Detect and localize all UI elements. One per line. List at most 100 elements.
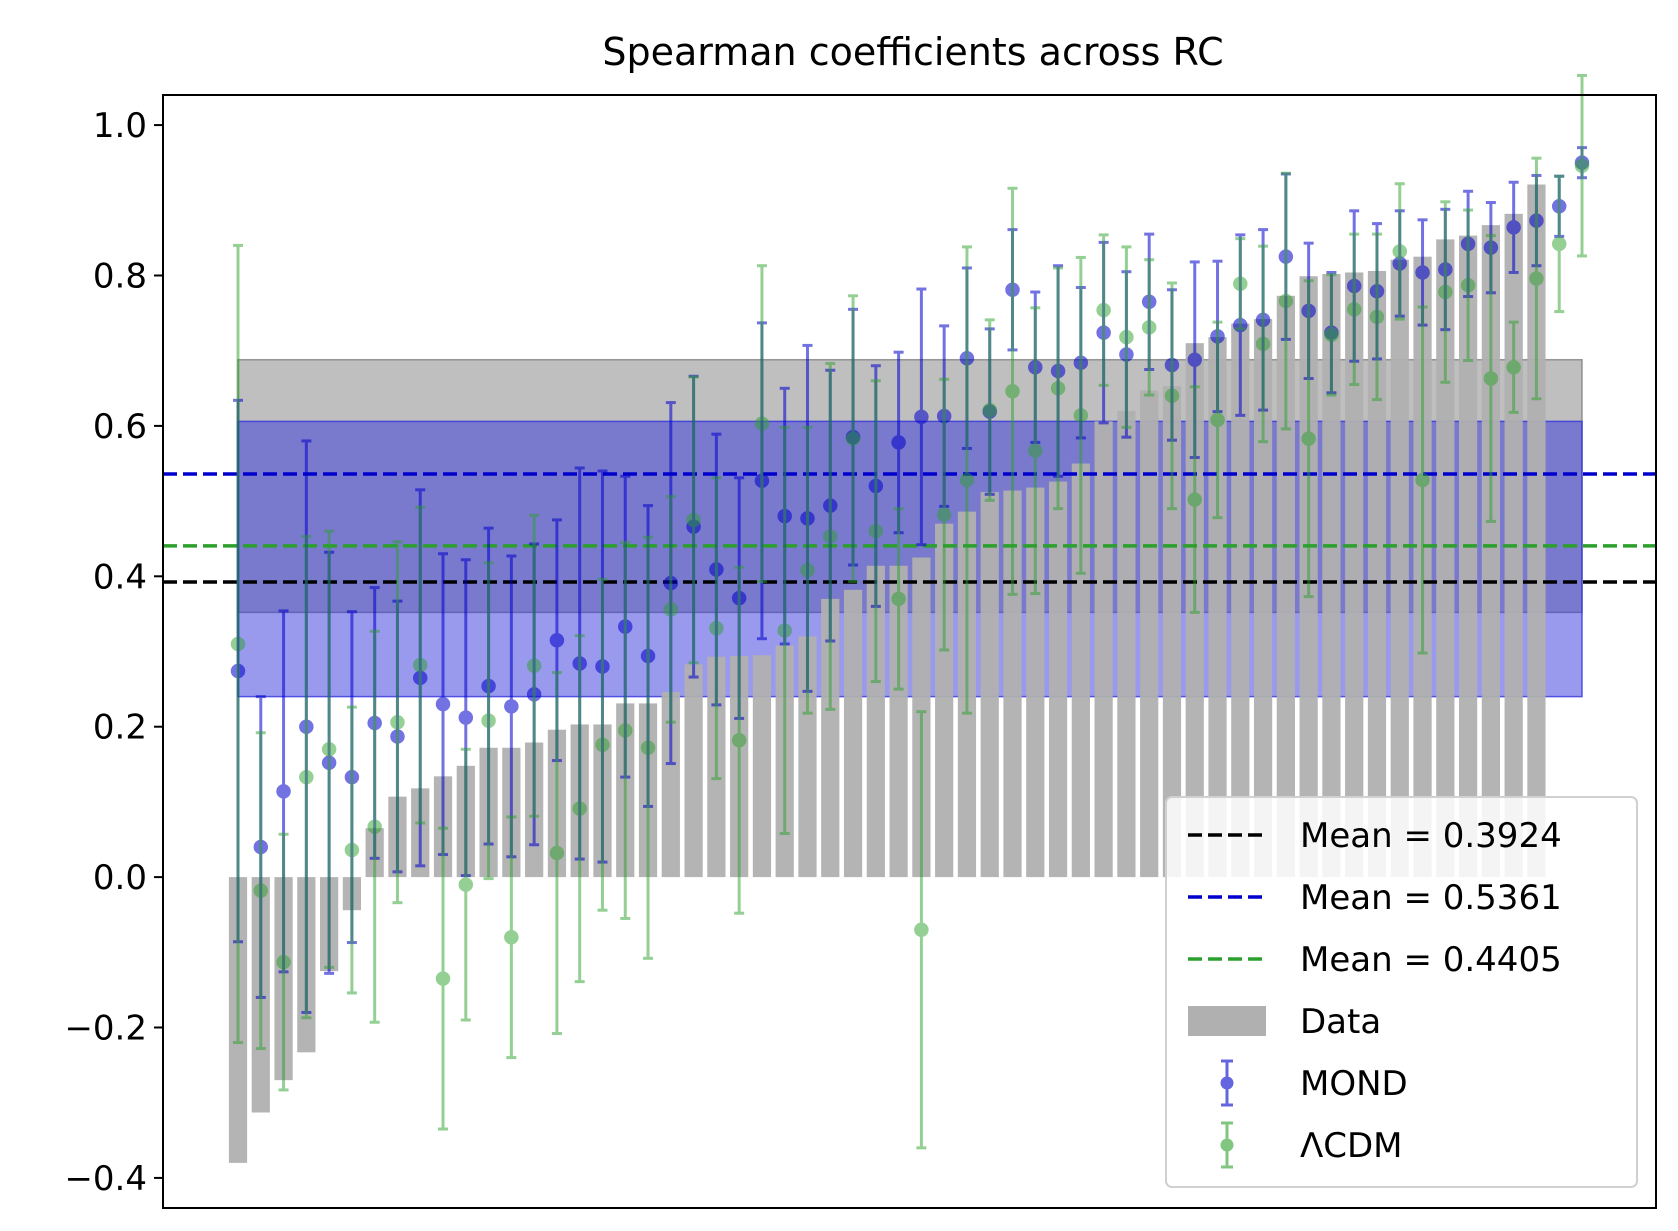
- lcdm-point: [959, 472, 975, 488]
- legend-handle-errorbar: [1220, 1059, 1234, 1107]
- axes: −0.4 −0.2 0.0 0.2 0.4 0.6 0.8 1.0: [64, 94, 1657, 1209]
- lcdm-point-group: [709, 476, 724, 781]
- y-tick-label: 0.0: [93, 858, 147, 898]
- lcdm-point-group: [1506, 320, 1521, 414]
- data-bar: [684, 664, 703, 878]
- y-tick-label: −0.4: [64, 1159, 147, 1199]
- lcdm-point-group: [321, 529, 337, 969]
- data-bar: [1276, 295, 1295, 878]
- lcdm-point: [663, 602, 679, 617]
- lcdm-point-group: [299, 534, 314, 1020]
- lcdm-point: [321, 742, 337, 757]
- legend-label: ΛCDM: [1300, 1126, 1403, 1166]
- lcdm-point: [1255, 336, 1271, 352]
- lcdm-point-group: [1210, 320, 1225, 520]
- data-bar: [1094, 421, 1113, 878]
- lcdm-point-group: [1551, 174, 1567, 314]
- data-bar: [1048, 481, 1068, 878]
- lcdm-point: [823, 529, 838, 544]
- lcdm-point-group: [845, 294, 861, 584]
- mond-point-group: [1506, 180, 1521, 274]
- lcdm-point: [344, 842, 360, 858]
- lcdm-point: [1483, 371, 1499, 386]
- lcdm-point: [1233, 276, 1248, 292]
- lcdm-point: [891, 591, 906, 607]
- data-bar: [1527, 184, 1546, 878]
- mond-point: [1415, 265, 1430, 280]
- legend-handle-bar: [1188, 1006, 1266, 1036]
- lcdm-point: [1438, 284, 1453, 300]
- legend-box: [1165, 796, 1638, 1188]
- lcdm-point: [1551, 236, 1567, 252]
- lcdm-point-group: [936, 377, 952, 652]
- mond-point: [1506, 220, 1521, 235]
- lcdm-point: [481, 713, 496, 728]
- mond-point-group: [435, 552, 451, 857]
- legend: Mean = 0.3924 Mean = 0.5361 Mean = 0.4405 D…: [1165, 796, 1638, 1188]
- legend-point: [1220, 1076, 1234, 1090]
- lcdm-point: [1460, 278, 1476, 293]
- lcdm-point-group: [800, 425, 815, 715]
- lcdm-point: [1164, 388, 1180, 404]
- lcdm-point: [595, 737, 610, 753]
- lcdm-point-group: [230, 243, 246, 1045]
- lcdm-point-group: [481, 561, 496, 881]
- lcdm-point-group: [823, 361, 838, 711]
- lcdm-point: [1346, 302, 1362, 317]
- lcdm-point: [914, 922, 929, 937]
- lcdm-point-group: [526, 513, 542, 818]
- data-bar: [935, 523, 954, 878]
- lcdm-point-group: [1255, 244, 1271, 444]
- lcdm-point-group: [1392, 182, 1408, 321]
- plot-frame: [162, 94, 1657, 1209]
- lcdm-point-group: [982, 318, 997, 502]
- lcdm-point-group: [1096, 233, 1111, 387]
- mond-point-group: [914, 287, 929, 547]
- lcdm-point-group: [640, 535, 656, 960]
- data-bar: [866, 565, 885, 878]
- lcdm-point-group: [914, 710, 929, 1150]
- lcdm-point: [1324, 327, 1339, 343]
- mond-point: [276, 784, 291, 799]
- lcdm-point: [845, 431, 861, 446]
- lcdm-point-group: [253, 731, 269, 1051]
- mond-point: [458, 710, 474, 725]
- lcdm-point: [1210, 412, 1225, 428]
- lcdm-point: [800, 563, 815, 578]
- data-bar: [821, 598, 840, 878]
- lcdm-point: [435, 971, 451, 986]
- legend-label: Mean = 0.5361: [1300, 878, 1562, 918]
- lcdm-point-group: [1073, 255, 1089, 575]
- lcdm-point: [1050, 381, 1066, 396]
- y-tick-label: 1.0: [93, 106, 147, 146]
- lcdm-point: [1005, 384, 1020, 399]
- lcdm-point: [390, 714, 405, 730]
- lcdm-point-group: [891, 507, 906, 691]
- lcdm-point-group: [1028, 306, 1043, 596]
- lcdm-point-group: [1460, 208, 1476, 362]
- data-bar: [1117, 410, 1136, 878]
- data-bar: [798, 636, 817, 878]
- lcdm-point: [1415, 472, 1430, 488]
- mean-lines: [163, 472, 1656, 584]
- lcdm-point: [1096, 302, 1111, 318]
- lcdm-point-group: [686, 375, 701, 665]
- lcdm-point-group: [1574, 73, 1590, 258]
- lcdm-point-group: [1233, 237, 1248, 331]
- lcdm-point: [1506, 359, 1521, 375]
- lcdm-point-group: [1187, 385, 1202, 614]
- data-bar: [1071, 463, 1090, 878]
- lcdm-point: [1278, 293, 1294, 309]
- lcdm-point-group: [549, 671, 565, 1036]
- mond-point: [435, 696, 451, 712]
- y-tick-label: 0.6: [93, 407, 147, 447]
- data-bar: [1345, 272, 1364, 878]
- lcdm-point: [253, 883, 269, 898]
- lcdm-point: [1073, 408, 1089, 423]
- lcdm-point-group: [868, 379, 884, 684]
- data-bar: [980, 492, 999, 878]
- lcdm-point-group: [572, 634, 587, 984]
- legend-label: Data: [1300, 1002, 1381, 1042]
- lcdm-point: [686, 512, 701, 528]
